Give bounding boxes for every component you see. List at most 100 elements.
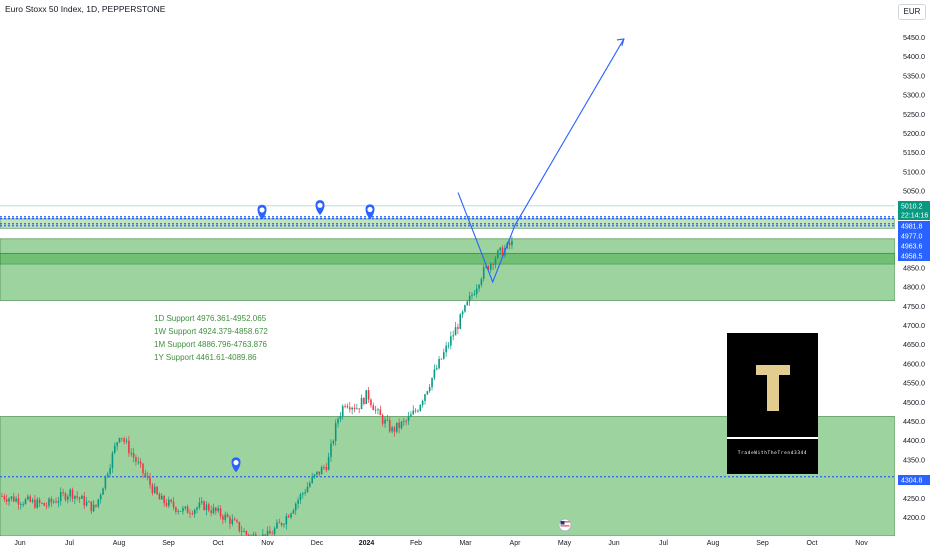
candle — [158, 494, 161, 500]
candle — [276, 522, 278, 529]
candle — [473, 293, 476, 295]
candle — [454, 327, 457, 336]
us-flag-event-icon[interactable] — [558, 518, 572, 532]
location-marker-icon[interactable] — [315, 200, 325, 216]
price-tick-label: 5200.0 — [903, 129, 925, 138]
candle — [367, 390, 370, 400]
candle — [104, 475, 107, 489]
price-tick-label: 5100.0 — [903, 167, 925, 176]
candle — [445, 345, 447, 353]
candle — [41, 503, 43, 504]
candle — [440, 358, 443, 360]
candle — [433, 369, 436, 378]
candle — [511, 240, 513, 246]
time-tick-label: Aug — [113, 540, 126, 547]
candle — [123, 438, 125, 442]
candle — [283, 524, 285, 526]
candle — [346, 406, 349, 408]
candle — [186, 506, 189, 514]
candle — [452, 335, 454, 337]
price-axis[interactable] — [895, 0, 932, 550]
candle — [466, 301, 469, 306]
location-marker-icon[interactable] — [365, 204, 375, 220]
candle — [471, 294, 473, 296]
candle — [198, 502, 201, 508]
candle — [132, 453, 135, 458]
candle — [48, 498, 50, 506]
price-tick-label: 4650.0 — [903, 340, 925, 349]
location-marker-icon[interactable] — [257, 204, 267, 220]
candle — [191, 513, 194, 515]
candle — [172, 501, 175, 508]
candle — [292, 510, 295, 514]
candle — [175, 507, 177, 512]
candle — [196, 507, 198, 510]
candle — [273, 528, 276, 535]
location-marker-icon[interactable] — [231, 457, 241, 473]
candle — [407, 416, 410, 421]
candle — [139, 461, 142, 464]
candle — [360, 397, 363, 410]
candle — [428, 387, 431, 392]
candle — [236, 520, 238, 522]
candle — [177, 511, 180, 512]
candle — [17, 498, 20, 505]
candle — [266, 530, 269, 540]
logo-caption: TradeWithTheTrend3344 — [737, 451, 808, 456]
candle — [1, 496, 3, 497]
currency-button[interactable]: EUR — [898, 4, 926, 20]
candle — [344, 406, 346, 407]
time-axis[interactable] — [0, 536, 895, 550]
candle — [203, 501, 205, 511]
candle — [179, 511, 182, 512]
candle — [398, 422, 400, 429]
price-tick-label: 4500.0 — [903, 398, 925, 407]
candle — [332, 440, 335, 444]
candle — [121, 437, 123, 439]
candle — [149, 477, 151, 485]
candle — [118, 437, 121, 443]
price-tick-label: 5050.0 — [903, 187, 925, 196]
candle — [374, 409, 377, 411]
price-tick-label: 4800.0 — [903, 283, 925, 292]
candle — [323, 467, 325, 468]
candle — [3, 496, 6, 500]
candle — [417, 410, 419, 412]
candle — [66, 496, 69, 500]
candle — [163, 495, 165, 504]
candle — [405, 420, 407, 422]
time-tick-label: Nov — [855, 540, 868, 547]
price-tick-label: 5250.0 — [903, 110, 925, 119]
candle — [74, 495, 76, 499]
candle — [351, 407, 353, 410]
candle — [90, 501, 93, 512]
candle — [320, 467, 323, 475]
candle — [499, 247, 501, 251]
candle — [34, 499, 36, 508]
candle — [81, 495, 83, 499]
candle — [377, 409, 379, 411]
candle — [431, 377, 433, 388]
price-tick-label: 4850.0 — [903, 263, 925, 272]
candle — [306, 486, 309, 493]
candle — [22, 503, 24, 505]
candle — [200, 501, 203, 503]
candle — [290, 513, 292, 518]
candle — [363, 397, 365, 404]
time-tick-label: Jul — [659, 540, 668, 547]
candle — [116, 442, 118, 446]
candle — [106, 474, 109, 476]
candle — [337, 418, 339, 424]
candle — [210, 510, 212, 514]
candle — [468, 295, 471, 302]
candle — [12, 496, 15, 502]
candle — [130, 453, 133, 454]
candle — [280, 522, 283, 526]
candle — [229, 517, 231, 524]
price-label-badge — [898, 210, 930, 220]
support-label-1w: 1W Support 4924.379-4858.672 — [154, 327, 268, 336]
candle — [71, 489, 74, 499]
candle — [160, 495, 163, 500]
